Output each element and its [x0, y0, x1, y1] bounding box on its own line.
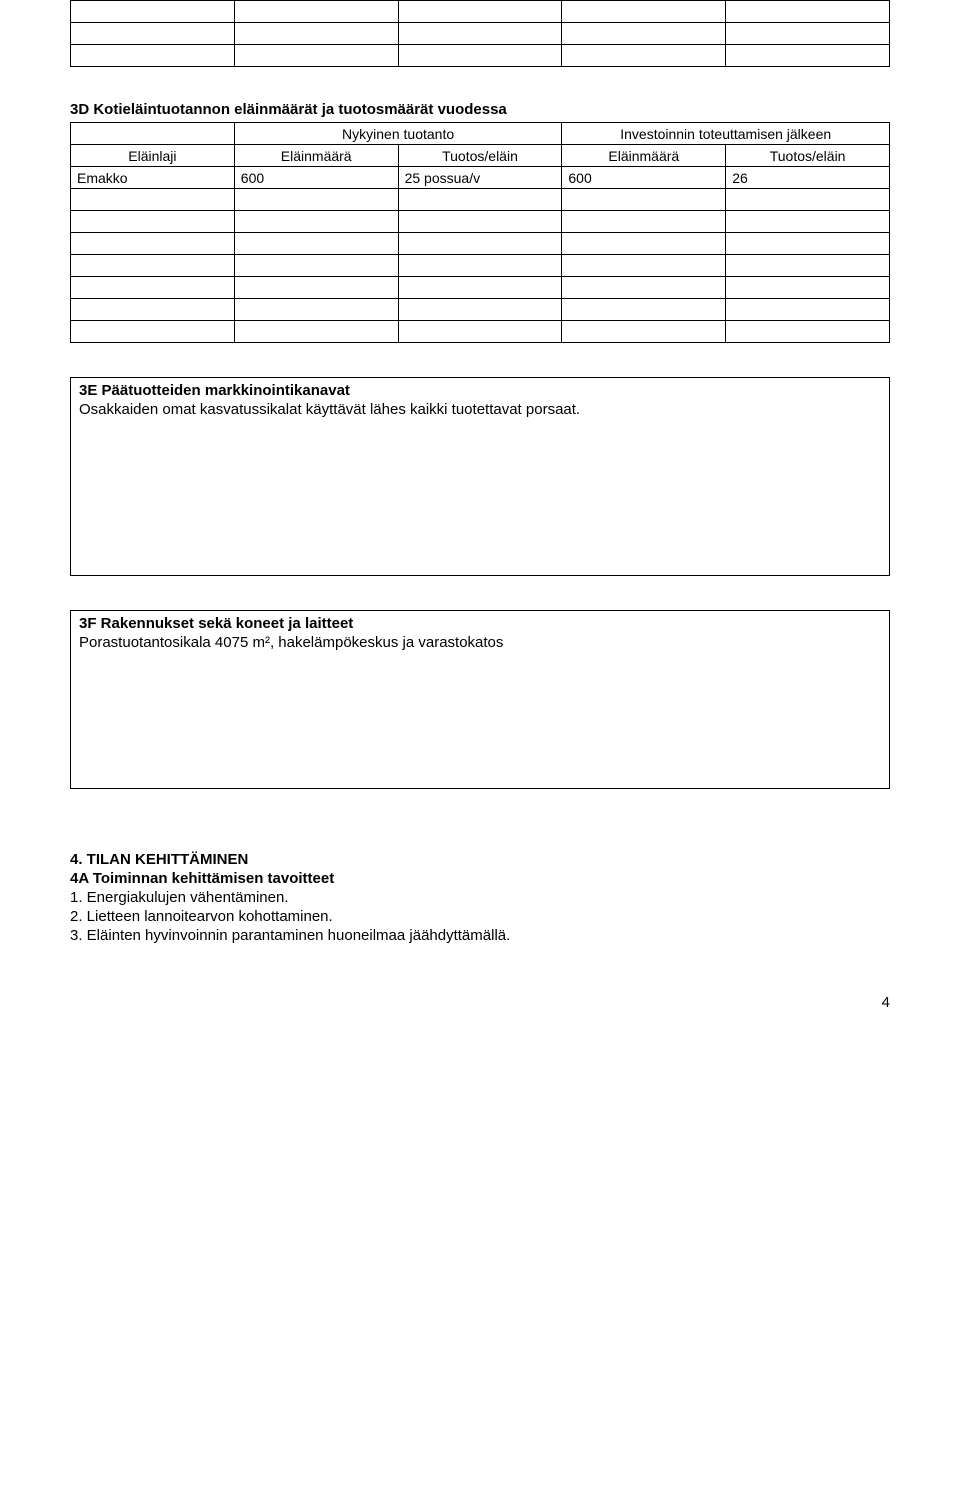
cell: 25 possua/v: [398, 167, 562, 189]
section-3e-box: 3E Päätuotteiden markkinointikanavat Osa…: [70, 377, 890, 576]
top-empty-table: [70, 0, 890, 67]
section-3f-body: Porastuotantosikala 4075 m², hakelämpöke…: [79, 634, 881, 784]
cell: Emakko: [71, 167, 235, 189]
table-row: [71, 255, 890, 277]
section-3f-title: 3F Rakennukset sekä koneet ja laitteet: [79, 615, 881, 632]
table-row: [71, 1, 890, 23]
list-item: 3. Eläinten hyvinvoinnin parantaminen hu…: [70, 927, 890, 944]
list-item: 1. Energiakulujen vähentäminen.: [70, 889, 890, 906]
table-row: [71, 211, 890, 233]
section-3e-title: 3E Päätuotteiden markkinointikanavat: [79, 382, 881, 399]
col-header: Tuotos/eläin: [398, 145, 562, 167]
table-header-row: Eläinlaji Eläinmäärä Tuotos/eläin Eläinm…: [71, 145, 890, 167]
table-row: [71, 299, 890, 321]
section-4: 4. TILAN KEHITTÄMINEN 4A Toiminnan kehit…: [70, 851, 890, 944]
section-4a-subtitle: 4A Toiminnan kehittämisen tavoitteet: [70, 870, 890, 887]
page-container: 3D Kotieläintuotannon eläinmäärät ja tuo…: [0, 0, 960, 1051]
col-header: Eläinlaji: [71, 145, 235, 167]
table-row: [71, 45, 890, 67]
table-row: [71, 321, 890, 343]
col-header: Eläinmäärä: [234, 145, 398, 167]
list-item: 2. Lietteen lannoitearvon kohottaminen.: [70, 908, 890, 925]
col-header: Eläinmäärä: [562, 145, 726, 167]
table-row: [71, 189, 890, 211]
cell: 600: [562, 167, 726, 189]
col-header: Tuotos/eläin: [726, 145, 890, 167]
section-3d-table: Nykyinen tuotanto Investoinnin toteuttam…: [70, 122, 890, 343]
section-4-title: 4. TILAN KEHITTÄMINEN: [70, 851, 890, 868]
cell: 26: [726, 167, 890, 189]
cell: 600: [234, 167, 398, 189]
table-row: [71, 233, 890, 255]
table-row: [71, 277, 890, 299]
section-3f-box: 3F Rakennukset sekä koneet ja laitteet P…: [70, 610, 890, 789]
section-3d-heading: 3D Kotieläintuotannon eläinmäärät ja tuo…: [70, 101, 890, 118]
header-group-left: Nykyinen tuotanto: [234, 123, 562, 145]
header-group-right: Investoinnin toteuttamisen jälkeen: [562, 123, 890, 145]
section-3e-body: Osakkaiden omat kasvatussikalat käyttävä…: [79, 401, 881, 571]
table-header-group-row: Nykyinen tuotanto Investoinnin toteuttam…: [71, 123, 890, 145]
page-number: 4: [70, 994, 890, 1011]
table-row: Emakko 600 25 possua/v 600 26: [71, 167, 890, 189]
table-row: [71, 23, 890, 45]
